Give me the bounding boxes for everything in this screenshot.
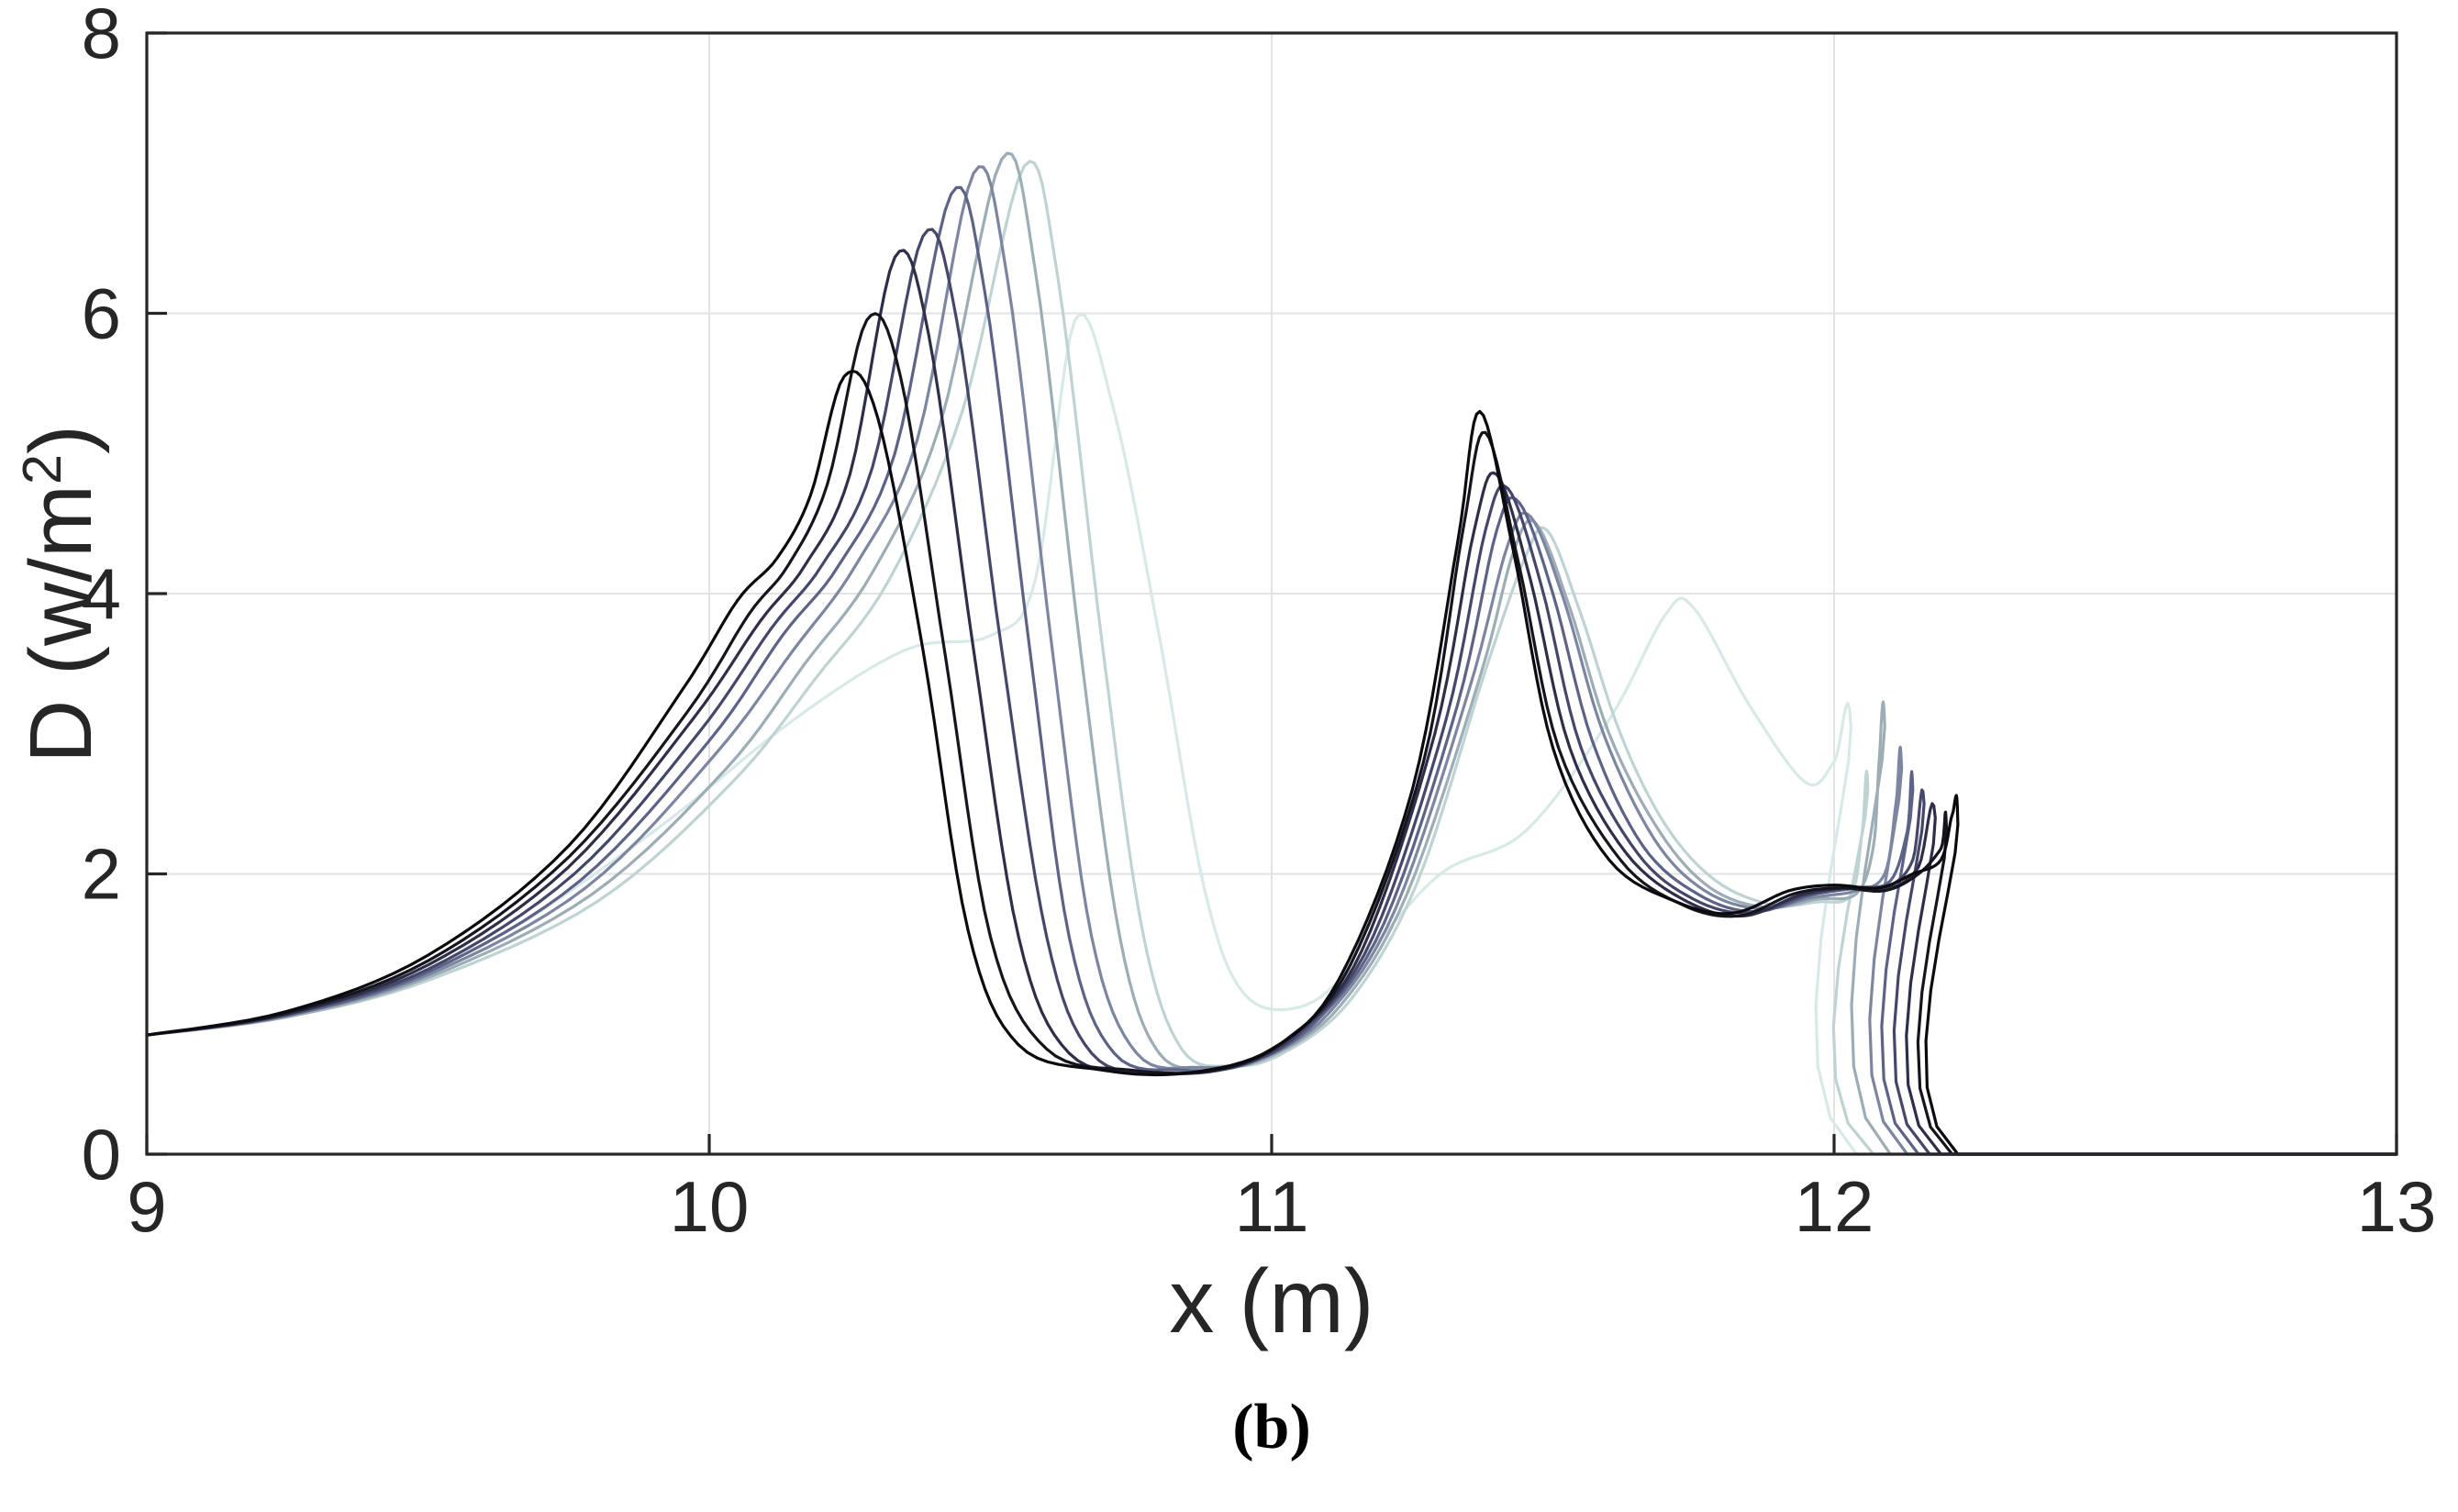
series-line bbox=[145, 160, 2398, 1156]
y-tick-label: 8 bbox=[82, 0, 121, 73]
y-axis-label-prefix: D (w/m bbox=[11, 484, 110, 763]
y-tick-label: 0 bbox=[82, 1114, 121, 1195]
x-tick-label: 9 bbox=[127, 1166, 166, 1247]
x-axis-label: x (m) bbox=[1169, 1251, 1374, 1351]
y-axis-label-text: D (w/m2) bbox=[10, 424, 112, 762]
series-line bbox=[145, 151, 2398, 1156]
series-line bbox=[145, 165, 2398, 1156]
x-tick-label: 13 bbox=[2357, 1166, 2437, 1247]
y-axis-label: D (w/m2) bbox=[0, 33, 121, 1154]
y-axis-label-suffix: ) bbox=[11, 424, 110, 454]
subfigure-caption: (b) bbox=[1232, 1392, 1311, 1462]
series-line bbox=[145, 312, 2398, 1156]
series-line bbox=[145, 369, 2398, 1156]
series-line bbox=[145, 312, 2398, 1156]
y-tick-label: 4 bbox=[82, 553, 121, 634]
y-tick-label: 6 bbox=[82, 273, 121, 354]
x-tick-label: 10 bbox=[670, 1166, 750, 1247]
x-tick-label: 11 bbox=[1235, 1166, 1309, 1247]
y-axis-label-superscript: 2 bbox=[10, 453, 72, 484]
x-tick-label: 12 bbox=[1795, 1166, 1874, 1247]
y-tick-label: 2 bbox=[82, 834, 121, 915]
